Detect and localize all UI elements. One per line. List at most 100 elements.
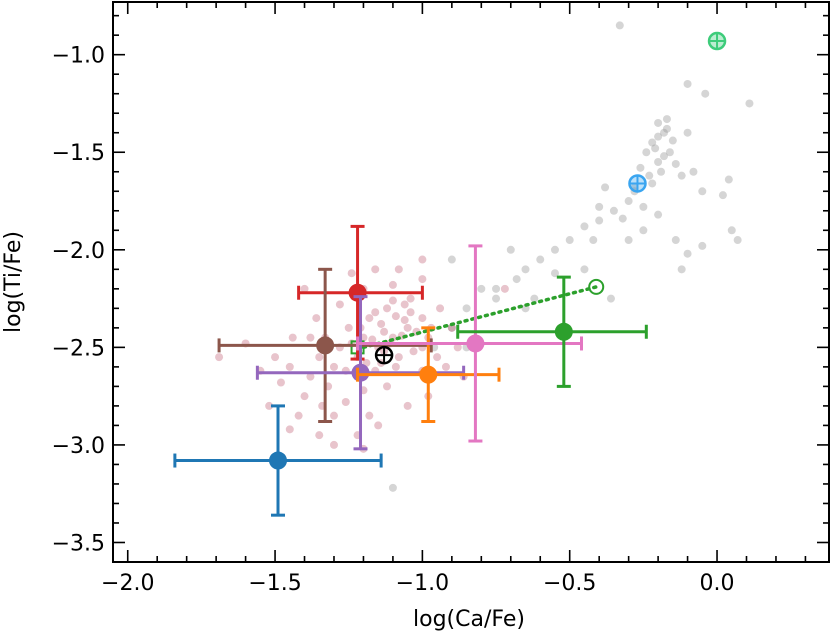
red-cloud-point xyxy=(371,265,380,274)
grey-cloud-point xyxy=(618,214,627,223)
red-cloud-point xyxy=(276,378,285,387)
dotted-connector-line xyxy=(361,285,598,350)
red-cloud-point xyxy=(388,296,397,305)
red-cloud-point xyxy=(288,333,297,342)
grey-cloud-point xyxy=(648,179,657,188)
red-cloud-point xyxy=(383,304,392,313)
open-circle-marker xyxy=(588,278,605,295)
grey-cloud-point xyxy=(677,171,686,180)
grey-cloud-point xyxy=(733,236,742,245)
grey-cloud-point xyxy=(662,124,671,133)
red-cloud-point xyxy=(406,308,415,317)
x-tick-labels: −2.0 −1.5 −1.0 −0.5 0.0 xyxy=(101,571,735,596)
red-cloud-point xyxy=(433,353,442,362)
red-cloud-point xyxy=(329,411,338,420)
red-cloud-point xyxy=(306,372,315,381)
y-tick-label: −3.0 xyxy=(52,434,105,459)
red-cloud-point xyxy=(315,353,324,362)
grey-cloud-point xyxy=(654,210,663,219)
red-cloud-point xyxy=(374,421,383,430)
grey-cloud-point xyxy=(580,222,589,231)
grey-cloud-point xyxy=(550,269,559,278)
grey-cloud-point xyxy=(671,159,680,168)
grey-cloud-point xyxy=(724,175,733,184)
grey-cloud-point xyxy=(580,265,589,274)
red-cloud-point xyxy=(400,300,409,309)
grey-cloud-point xyxy=(595,216,604,225)
grey-cloud-point xyxy=(657,167,666,176)
y-tick-label: −1.5 xyxy=(52,141,105,166)
red-cloud-point xyxy=(306,333,315,342)
red-cloud-point xyxy=(447,323,456,332)
red-cloud-point xyxy=(371,308,380,317)
pink-series xyxy=(356,244,583,443)
data-series-points xyxy=(173,224,648,517)
red-cloud-point xyxy=(312,314,321,323)
red-cloud-point xyxy=(329,362,338,371)
red-cloud-point xyxy=(500,284,509,293)
red-cloud-point xyxy=(300,284,309,293)
grey-cloud-point xyxy=(659,152,668,161)
red-cloud-point xyxy=(403,323,412,332)
grey-cloud-point xyxy=(639,226,648,235)
grey-cloud-point xyxy=(530,294,539,303)
red-point xyxy=(348,283,367,302)
red-cloud-point xyxy=(368,335,377,344)
axis-ticks xyxy=(113,2,829,563)
grey-cloud-point xyxy=(609,206,618,215)
red-cloud-point xyxy=(315,431,324,440)
orange-series xyxy=(356,326,501,424)
green-point xyxy=(554,322,573,341)
y-tick-label: −3.5 xyxy=(52,531,105,556)
grey-cloud-point xyxy=(536,255,545,264)
red-cloud-point xyxy=(380,327,389,336)
grey-cloud-point xyxy=(654,118,663,127)
grey-cloud-point xyxy=(601,183,610,192)
red-cloud-point xyxy=(271,353,280,362)
red-cloud-point xyxy=(294,411,303,420)
grey-cloud-point xyxy=(651,144,660,153)
background-points xyxy=(215,21,754,492)
grey-cloud-point xyxy=(624,236,633,245)
grey-cloud-point xyxy=(671,236,680,245)
purple-point xyxy=(351,363,370,382)
grey-cloud-point xyxy=(677,265,686,274)
red-cloud-point xyxy=(341,398,350,406)
green-series xyxy=(456,275,648,388)
grey-cloud-point xyxy=(615,21,624,30)
red-cloud-point xyxy=(347,269,356,278)
red-cloud-point xyxy=(403,401,412,410)
red-cloud-point xyxy=(365,411,374,420)
x-tick-label: 0.0 xyxy=(700,571,735,596)
red-cloud-point xyxy=(344,323,353,332)
red-cloud-point xyxy=(418,255,427,264)
red-cloud-point xyxy=(329,440,338,449)
grey-cloud-point xyxy=(668,136,677,145)
grey-cloud-point xyxy=(447,255,456,264)
y-axis-label: log(Ti/Fe) xyxy=(1,231,26,333)
brown-point xyxy=(316,336,335,355)
grey-cloud-point xyxy=(447,323,456,332)
red-cloud-point xyxy=(383,382,392,391)
blue-point xyxy=(269,451,288,470)
y-tick-labels: −1.0 −1.5 −2.0 −2.5 −3.0 −3.5 xyxy=(52,44,105,557)
grey-cloud-point xyxy=(589,236,598,245)
grey-cloud-point xyxy=(492,294,501,303)
y-tick-label: −2.5 xyxy=(52,336,105,361)
grey-cloud-point xyxy=(506,245,515,254)
orange-point xyxy=(419,365,438,384)
grey-cloud-point xyxy=(550,245,559,254)
y-tick-label: −2.0 xyxy=(52,239,105,264)
grey-cloud-point xyxy=(689,167,698,176)
solar-symbols xyxy=(374,31,727,365)
grey-cloud-point xyxy=(521,265,530,274)
red-cloud-point xyxy=(215,353,224,362)
red-cloud-point xyxy=(300,392,309,401)
red-cloud-point xyxy=(377,319,386,328)
grey-cloud-point xyxy=(683,79,692,88)
grey-cloud-point xyxy=(595,202,604,211)
grey-cloud-point xyxy=(642,148,651,157)
grey-cloud-point xyxy=(388,483,397,492)
red-cloud-point xyxy=(391,312,400,321)
red-cloud-point xyxy=(406,294,415,303)
